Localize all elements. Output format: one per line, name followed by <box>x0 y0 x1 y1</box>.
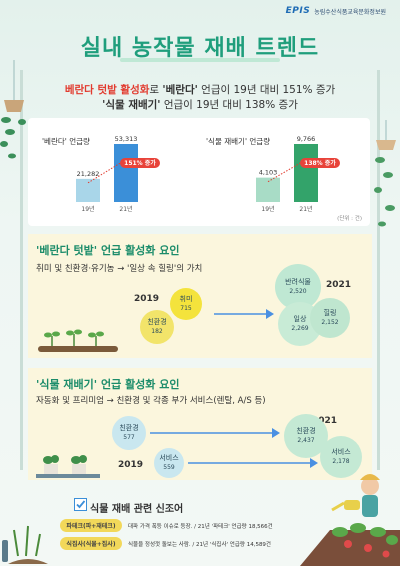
chart-1-change-label: 151% 증가 <box>124 159 156 167</box>
chart-1-category-label-1: 19년 <box>81 205 94 213</box>
circle-value: 2,178 <box>332 458 350 465</box>
section-veranda: '베란다 텃밭' 언급 활성화 요인 취미 및 친환경·유기농 → '일상 속 … <box>28 234 372 358</box>
gardener-with-watering-can-illustration <box>300 474 400 566</box>
summary-line-1: 베란다 텃밭 활성화로 '베란다' 언급이 19년 대비 151% 증가 <box>0 83 400 98</box>
gardening-tools-illustration <box>2 525 48 564</box>
section-veranda-year-from: 2019 <box>134 294 160 304</box>
section-veranda-subtitle: 취미 및 친환경·유기농 → '일상 속 힐링'의 가치 <box>36 264 203 274</box>
circle-label: 친환경 <box>119 424 139 432</box>
section-grower-title: '식물 재배기' 언급 활성화 요인 <box>36 378 180 391</box>
chart-2-change-badge <box>300 158 340 168</box>
circle-value: 2,437 <box>297 437 315 444</box>
section-plant-grower: '식물 재배기' 언급 활성화 요인 자동화 및 프리미엄 → 친환경 및 각종… <box>28 368 372 480</box>
summary-keyword-grower: '식물 재배기' <box>102 99 161 111</box>
window-frame-left <box>20 70 23 470</box>
chart-2-change-label: 138% 증가 <box>304 159 336 167</box>
chart-2-value-label-1: 4,103 <box>259 169 278 177</box>
chart-1-value-label-2: 53,313 <box>115 135 138 143</box>
summary-line-2: '식물 재배기' 언급이 19년 대비 138% 증가 <box>0 98 400 113</box>
circle-label: 취미 <box>179 295 193 303</box>
mention-charts-card: '베란다' 언급량 '식물 재배기' 언급량 21,282 19년 53,313 21… <box>28 118 370 226</box>
title-underline <box>120 58 280 62</box>
org-logo: EPIS 농림수산식품교육문화정보원 <box>286 6 386 16</box>
summary-text: 베란다 텃밭 활성화로 '베란다' 언급이 19년 대비 151% 증가 '식물… <box>0 83 400 113</box>
summary-text-part: 언급이 19년 대비 151% 증가 <box>197 84 336 96</box>
chart-1-bar-2 <box>114 144 138 202</box>
sprouts-illustration <box>38 329 118 352</box>
chart-2-trend-line <box>267 161 303 183</box>
section-veranda-year-to: 2021 <box>326 280 352 290</box>
circle-service-2021: 서비스 2,178 <box>320 436 362 478</box>
new-word-tag-patech: 파테크(파+재테크) <box>60 519 122 532</box>
circle-label: 일상 <box>293 315 307 323</box>
circle-value: 577 <box>123 434 135 441</box>
chart-2-value-label-2: 9,766 <box>297 135 316 143</box>
circle-value: 2,152 <box>321 319 339 326</box>
circle-value: 559 <box>163 464 175 471</box>
circle-healing: 힐링 2,152 <box>310 298 350 338</box>
circle-eco-2019: 친환경 577 <box>112 416 146 450</box>
page-title: 실내 농작물 재배 트렌드 <box>80 36 320 61</box>
circle-value: 2,269 <box>291 325 309 332</box>
chart-2-title: '식물 재배기' 언급량 <box>206 137 271 146</box>
hanging-plant-right-illustration <box>374 120 396 227</box>
chart-2-category-label-1: 19년 <box>261 205 274 213</box>
window-frame-right <box>377 70 380 470</box>
chart-1-trend-line <box>87 161 123 184</box>
new-words-title: 식물 재배 관련 신조어 <box>90 504 184 515</box>
circle-label: 힐링 <box>323 309 337 317</box>
arrow-right-icon <box>188 458 318 468</box>
chart-2-bar-1 <box>256 177 280 202</box>
chart-1-title: '베란다' 언급량 <box>42 137 90 146</box>
new-word-tag-sikjipsa: 식집사(식물+집사) <box>60 537 122 550</box>
arrow-right-icon <box>214 309 274 319</box>
chart-2-bar-2 <box>294 144 318 202</box>
circle-label: 반려식물 <box>285 278 311 286</box>
summary-highlight: 베란다 텃밭 활성화 <box>64 84 150 96</box>
circle-label: 서비스 <box>159 454 179 462</box>
summary-text-part: 언급이 19년 대비 138% 증가 <box>160 99 298 111</box>
chart-1-change-badge <box>120 158 160 168</box>
circle-service-2019: 서비스 559 <box>154 448 184 478</box>
circle-value: 182 <box>151 328 163 335</box>
summary-text-part: 로 <box>149 84 163 96</box>
chart-1-bar-1 <box>76 178 100 202</box>
hanging-plant-left-illustration <box>0 60 26 159</box>
section-grower-year-to: 2021 <box>312 416 338 426</box>
logo-mark: EPIS <box>285 6 311 16</box>
new-word-desc-sikjipsa: 식물을 정성껏 돌보는 사람. / 21년 '식집사' 언급량 14,589건 <box>128 542 271 548</box>
section-grower-year-from: 2019 <box>118 460 144 470</box>
arrow-right-icon <box>150 428 280 438</box>
chart-1-value-label-1: 21,282 <box>77 170 100 178</box>
chart-1-category-label-2: 21년 <box>119 205 132 213</box>
circle-label: 친환경 <box>147 318 167 326</box>
circle-label: 서비스 <box>331 448 351 456</box>
section-grower-subtitle: 자동화 및 프리미엄 → 친환경 및 각종 부가 서비스(렌탈, A/S 등) <box>36 396 266 406</box>
circle-hobby: 취미 715 <box>170 288 202 320</box>
new-word-desc-patech: 대파 가격 폭등 이슈로 등장. / 21년 '파테크' 언급량 18,566건 <box>128 524 273 530</box>
logo-org-name: 농림수산식품교육문화정보원 <box>314 8 386 16</box>
circle-eco: 친환경 182 <box>140 310 174 344</box>
bar-charts-svg: 21,282 19년 53,313 21년 151% 증가 4,103 19년 9,766 21… <box>76 135 340 213</box>
section-veranda-title: '베란다 텃밭' 언급 활성화 요인 <box>36 244 180 257</box>
circle-label: 친환경 <box>296 427 316 435</box>
summary-keyword-veranda: '베란다' <box>162 84 198 96</box>
circle-value: 2,520 <box>289 288 307 295</box>
circle-value: 715 <box>180 305 192 312</box>
checkbox-check-icon <box>74 498 87 511</box>
chart-2-category-label-2: 21년 <box>299 205 312 213</box>
potted-plants-illustration <box>36 455 100 478</box>
unit-label: (단위 : 건) <box>337 216 362 222</box>
